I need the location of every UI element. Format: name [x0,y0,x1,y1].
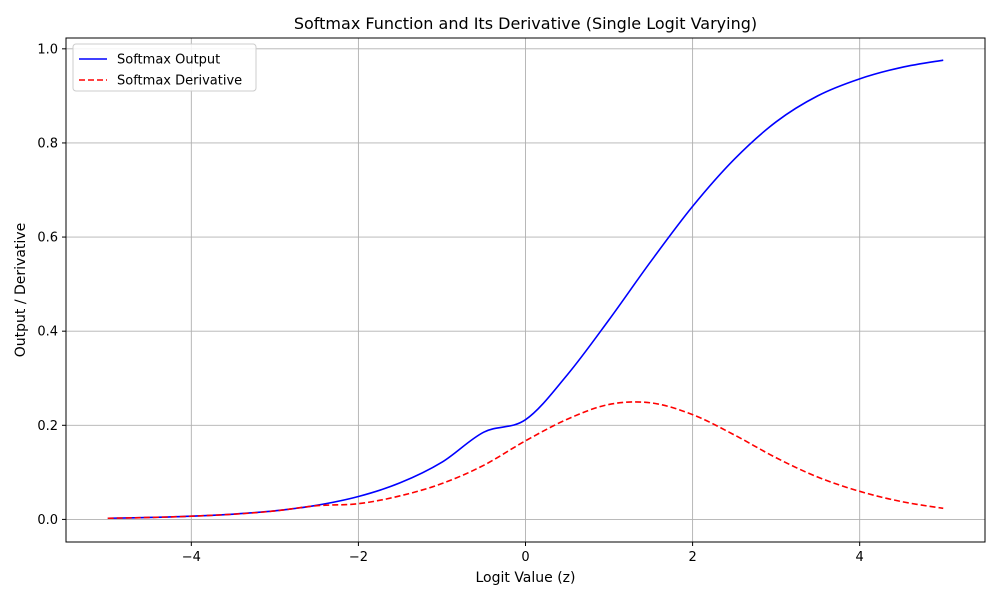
legend: Softmax Output Softmax Derivative [72,43,257,92]
y-axis-label: Output / Derivative [13,223,29,357]
x-axis-label: Logit Value (z) [475,570,575,586]
y-tick-label: 0.6 [37,231,58,246]
series-layer [107,59,944,520]
legend-entry-softmax-output: Softmax Output [117,53,220,68]
softmax-derivative-line [107,401,944,520]
legend-box [72,43,257,92]
legend-entry-softmax-derivative: Softmax Derivative [117,74,242,89]
x-tick-label: 2 [688,550,696,565]
x-tick-label: 4 [856,550,864,565]
x-tick-label: −4 [182,550,201,565]
grid [66,38,985,542]
y-tick-label: 1.0 [37,42,58,57]
y-tick-label: 0.0 [37,513,58,528]
y-tick-label: 0.2 [37,419,58,434]
x-tick-label: 0 [521,550,529,565]
y-tick-label: 0.8 [37,136,58,151]
chart-title: Softmax Function and Its Derivative (Sin… [294,14,757,33]
x-tick-label: −2 [349,550,368,565]
ticks: −4 −2 0 2 4 0.0 0.2 0.4 0.6 0.8 1.0 [37,42,864,565]
y-tick-label: 0.4 [37,325,58,340]
